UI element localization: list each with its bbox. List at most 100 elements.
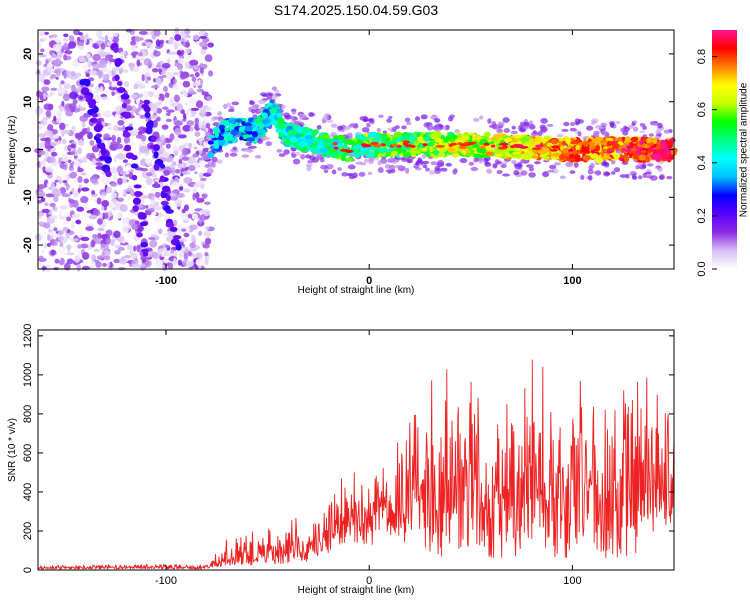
spectrogram-cell bbox=[125, 187, 134, 193]
spectrogram-cell bbox=[99, 234, 109, 239]
y-tick-label: 0 bbox=[22, 567, 34, 573]
spectrogram-cell bbox=[47, 234, 51, 242]
spectrogram-cell bbox=[51, 59, 59, 66]
spectrogram-cell bbox=[122, 175, 127, 184]
spectrogram-cell bbox=[556, 133, 564, 138]
spectrogram-cell bbox=[189, 59, 199, 66]
spectrogram-cell bbox=[80, 196, 89, 204]
spectrogram-cell bbox=[589, 140, 595, 147]
spectrogram-cell bbox=[41, 160, 45, 167]
spectrogram-cell bbox=[337, 167, 342, 172]
spectrogram-cell bbox=[166, 109, 175, 113]
spectrogram-cell bbox=[276, 112, 282, 118]
spectrogram-cell bbox=[207, 151, 215, 158]
spectrogram-cell bbox=[330, 123, 338, 128]
spectrogram-cell bbox=[188, 142, 192, 150]
spectrogram-cell bbox=[575, 144, 581, 151]
spectrogram-cell bbox=[332, 142, 338, 146]
spectrogram-cell bbox=[414, 116, 421, 122]
spectrogram-cell bbox=[195, 186, 203, 194]
spectrogram-cell bbox=[66, 244, 72, 250]
spectrogram-cell bbox=[152, 119, 158, 128]
spectrogram-cell bbox=[218, 124, 225, 130]
spectrogram-cell bbox=[161, 141, 166, 146]
spectrogram-cell bbox=[87, 60, 92, 69]
spectrogram-cell bbox=[196, 88, 204, 93]
spectrogram-cell bbox=[150, 212, 157, 216]
spectrogram-cell bbox=[278, 132, 283, 138]
y-tick-label: 1200 bbox=[22, 324, 34, 348]
spectrogram-cell bbox=[101, 251, 105, 259]
spectrogram-cell bbox=[95, 133, 103, 138]
spectrogram-cell bbox=[187, 213, 193, 219]
spectrogram-cell bbox=[437, 138, 443, 143]
spectrogram-cell bbox=[428, 146, 434, 153]
spectrogram-cell bbox=[319, 142, 324, 147]
spectrogram-cell bbox=[320, 164, 328, 170]
spectrogram-cell bbox=[419, 132, 424, 137]
spectrogram-cell bbox=[188, 200, 194, 209]
spectrogram-cell bbox=[657, 148, 666, 154]
spectrogram-cell bbox=[118, 64, 127, 69]
spectrogram-cell bbox=[361, 127, 370, 133]
spectrogram-cell bbox=[231, 101, 240, 106]
spectrogram-cell bbox=[261, 112, 268, 119]
spectrogram-cell bbox=[145, 260, 152, 268]
spectrogram-cell bbox=[51, 53, 57, 59]
spectrogram-cell bbox=[63, 82, 70, 90]
spectrogram-cell bbox=[520, 136, 528, 143]
spectrogram-cell bbox=[415, 167, 422, 171]
spectrogram-cell bbox=[149, 239, 158, 248]
spectrogram-cell bbox=[416, 136, 424, 142]
spectrogram-cell bbox=[50, 249, 56, 256]
x-tick-label: -100 bbox=[155, 275, 177, 287]
spectrogram-cell bbox=[87, 126, 91, 133]
spectrogram-cell bbox=[134, 35, 141, 43]
spectrogram-cell bbox=[513, 134, 522, 139]
spectrogram-cell bbox=[484, 161, 492, 167]
spectrogram-cell bbox=[73, 158, 80, 166]
spectrogram-cell bbox=[89, 265, 94, 269]
spectrogram-cell bbox=[78, 55, 86, 63]
spectrogram-cell bbox=[53, 240, 58, 247]
spectrogram-cell bbox=[187, 91, 197, 95]
spectrogram-cell bbox=[491, 120, 497, 125]
spectrogram-cell bbox=[113, 258, 121, 264]
spectrogram-cell bbox=[129, 249, 134, 257]
spectrogram-cell bbox=[36, 160, 41, 168]
spectrogram-cell bbox=[230, 129, 239, 136]
spectrogram-cell bbox=[95, 162, 103, 166]
spectrogram-cell bbox=[122, 159, 128, 164]
spectrogram-cell bbox=[116, 86, 126, 93]
spectrogram-cell bbox=[57, 92, 63, 97]
spectrogram-cell bbox=[655, 165, 662, 169]
spectrogram-cell bbox=[169, 97, 175, 102]
spectrogram-cell bbox=[113, 46, 119, 53]
spectrogram-cell bbox=[57, 246, 65, 255]
spectrogram-cell bbox=[367, 171, 373, 175]
spectrogram-cell bbox=[140, 241, 149, 248]
spectrogram-cell bbox=[261, 93, 268, 98]
spectrogram-cell bbox=[582, 154, 591, 161]
spectrogram-cell bbox=[71, 125, 76, 132]
spectrogram-cell bbox=[146, 172, 153, 177]
spectrogram-cell bbox=[49, 215, 58, 220]
spectrogram-cell bbox=[130, 45, 136, 51]
spectrogram-cell bbox=[48, 34, 54, 39]
spectrogram-cell bbox=[62, 218, 67, 226]
spectrogram-cell bbox=[605, 137, 614, 142]
spectrogram-cell bbox=[58, 157, 62, 166]
spectrogram-cell bbox=[629, 141, 634, 149]
spectrogram-cell bbox=[182, 112, 187, 120]
spectrogram-cell bbox=[123, 255, 132, 259]
spectrogram-cell bbox=[271, 120, 279, 126]
spectrogram-cell bbox=[433, 126, 442, 132]
spectrogram-cell bbox=[125, 118, 133, 125]
spectrogram-cell bbox=[194, 191, 200, 200]
spectrogram-cell bbox=[62, 138, 67, 145]
spectrogram-cell bbox=[165, 137, 170, 143]
spectrogram-cell bbox=[113, 230, 121, 238]
spectrogram-cell bbox=[126, 54, 133, 59]
spectrogram-cell bbox=[341, 172, 349, 177]
spectrogram-cell bbox=[111, 91, 115, 96]
